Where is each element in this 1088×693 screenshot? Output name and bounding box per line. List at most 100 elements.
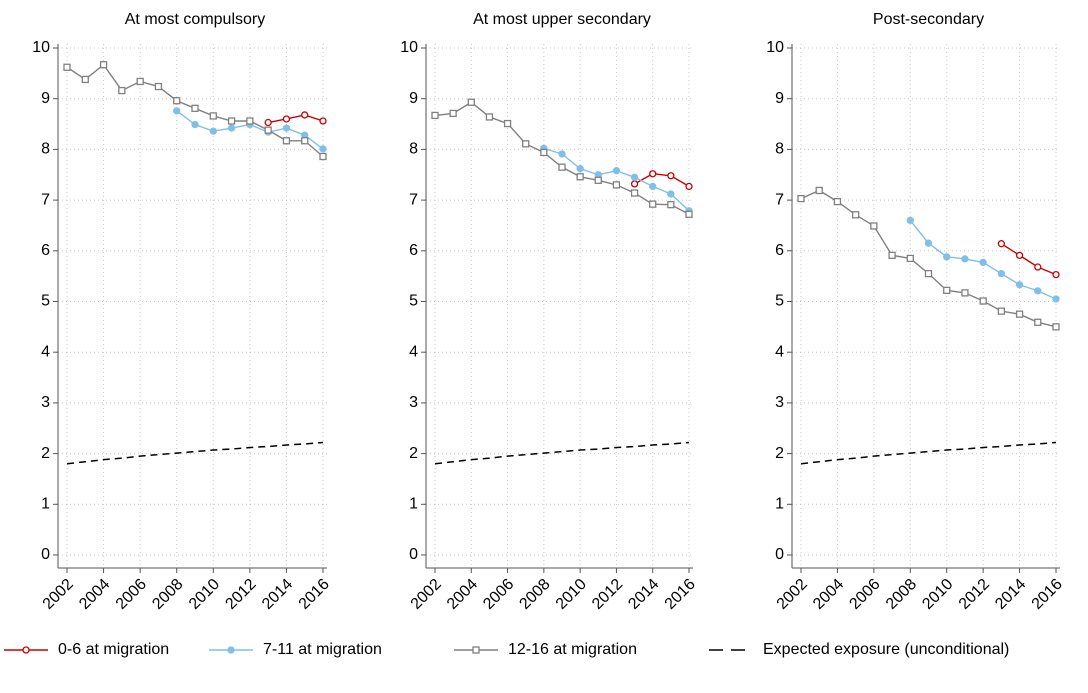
x-tick-label: 2014 (992, 576, 1029, 613)
legend-marker (227, 646, 235, 654)
y-tick-label: 2 (775, 445, 784, 462)
marker (264, 118, 272, 127)
marker (227, 124, 236, 132)
legend-label: 0-6 at migration (58, 641, 169, 658)
marker (227, 117, 236, 125)
marker (209, 112, 217, 120)
y-tick-label: 4 (41, 343, 50, 360)
marker (246, 117, 254, 125)
y-tick-label: 4 (409, 343, 418, 360)
x-tick-label: 2002 (408, 576, 445, 613)
marker (209, 127, 217, 135)
series-line (66, 441, 324, 465)
x-tick-label: 2016 (662, 576, 699, 613)
x-tick-label: 2012 (589, 576, 626, 613)
marker (282, 137, 291, 145)
marker (612, 181, 621, 189)
x-tick-label: 2004 (76, 576, 113, 613)
y-tick-label: 1 (409, 496, 418, 513)
y-tick-label: 10 (766, 39, 784, 56)
marker (63, 63, 71, 71)
legend-label: 12-16 at migration (508, 641, 637, 658)
marker (888, 251, 896, 260)
marker (449, 109, 457, 118)
y-tick-label: 3 (775, 394, 784, 411)
marker (667, 172, 675, 180)
y-tick-label: 8 (775, 141, 784, 158)
marker (943, 286, 951, 294)
marker (943, 253, 951, 261)
marker (630, 180, 639, 188)
series-line (800, 189, 1057, 328)
x-tick-label: 2006 (113, 576, 150, 613)
marker (906, 216, 914, 225)
y-tick-label: 5 (409, 293, 418, 310)
marker (667, 190, 675, 198)
y-tick-label: 8 (41, 141, 50, 158)
y-tick-label: 9 (775, 90, 784, 107)
y-tick-label: 2 (41, 445, 50, 462)
marker (1034, 287, 1042, 295)
x-tick-label: 2008 (516, 576, 553, 613)
y-tick-label: 5 (41, 293, 50, 310)
y-tick-label: 1 (775, 496, 784, 513)
marker (264, 126, 272, 134)
marker (997, 240, 1006, 248)
legend-marker (472, 646, 480, 654)
y-tick-label: 6 (41, 242, 50, 259)
marker (979, 297, 987, 305)
marker (594, 176, 602, 184)
y-tick-label: 9 (409, 90, 418, 107)
marker (630, 189, 639, 197)
marker (924, 269, 933, 278)
y-tick-label: 7 (775, 191, 784, 208)
x-tick-label: 2012 (956, 576, 993, 613)
marker (649, 200, 657, 208)
marker (870, 222, 878, 230)
marker (1015, 251, 1024, 260)
legend-item: 7-11 at migration (209, 641, 382, 658)
marker (979, 258, 987, 267)
marker (558, 163, 566, 171)
marker (467, 98, 475, 106)
marker (576, 165, 584, 173)
marker (961, 255, 969, 263)
x-tick-label: 2004 (810, 576, 847, 613)
legend-label: Expected exposure (unconditional) (763, 641, 1009, 658)
x-tick-label: 2010 (919, 576, 956, 613)
marker (118, 86, 126, 95)
y-tick-label: 3 (409, 394, 418, 411)
y-tick-label: 10 (400, 39, 418, 56)
panel-title: Post-secondary (873, 11, 984, 28)
y-tick-label: 7 (41, 191, 50, 208)
marker (558, 150, 566, 158)
marker (319, 145, 327, 153)
x-tick-label: 2008 (149, 576, 186, 613)
panel-title: At most upper secondary (473, 11, 651, 28)
marker (906, 254, 914, 263)
y-tick-label: 1 (41, 496, 50, 513)
marker (1015, 310, 1024, 318)
marker (1015, 281, 1024, 289)
marker (154, 82, 163, 91)
x-tick-label: 2016 (1029, 576, 1066, 613)
series-line (434, 101, 690, 215)
series-line (268, 114, 324, 124)
series-line (800, 441, 1057, 465)
marker (522, 140, 530, 148)
marker (431, 111, 439, 120)
y-tick-label: 3 (41, 394, 50, 411)
marker (282, 124, 291, 132)
x-tick-label: 2004 (444, 576, 481, 613)
marker (1052, 270, 1060, 279)
series-line (634, 173, 690, 188)
y-tick-label: 9 (41, 90, 50, 107)
marker (612, 167, 621, 175)
x-tick-label: 2006 (480, 576, 517, 613)
marker (319, 117, 327, 125)
y-tick-label: 0 (775, 546, 784, 563)
marker (961, 289, 969, 297)
y-tick-label: 2 (409, 445, 418, 462)
legend-item: 12-16 at migration (454, 641, 637, 658)
